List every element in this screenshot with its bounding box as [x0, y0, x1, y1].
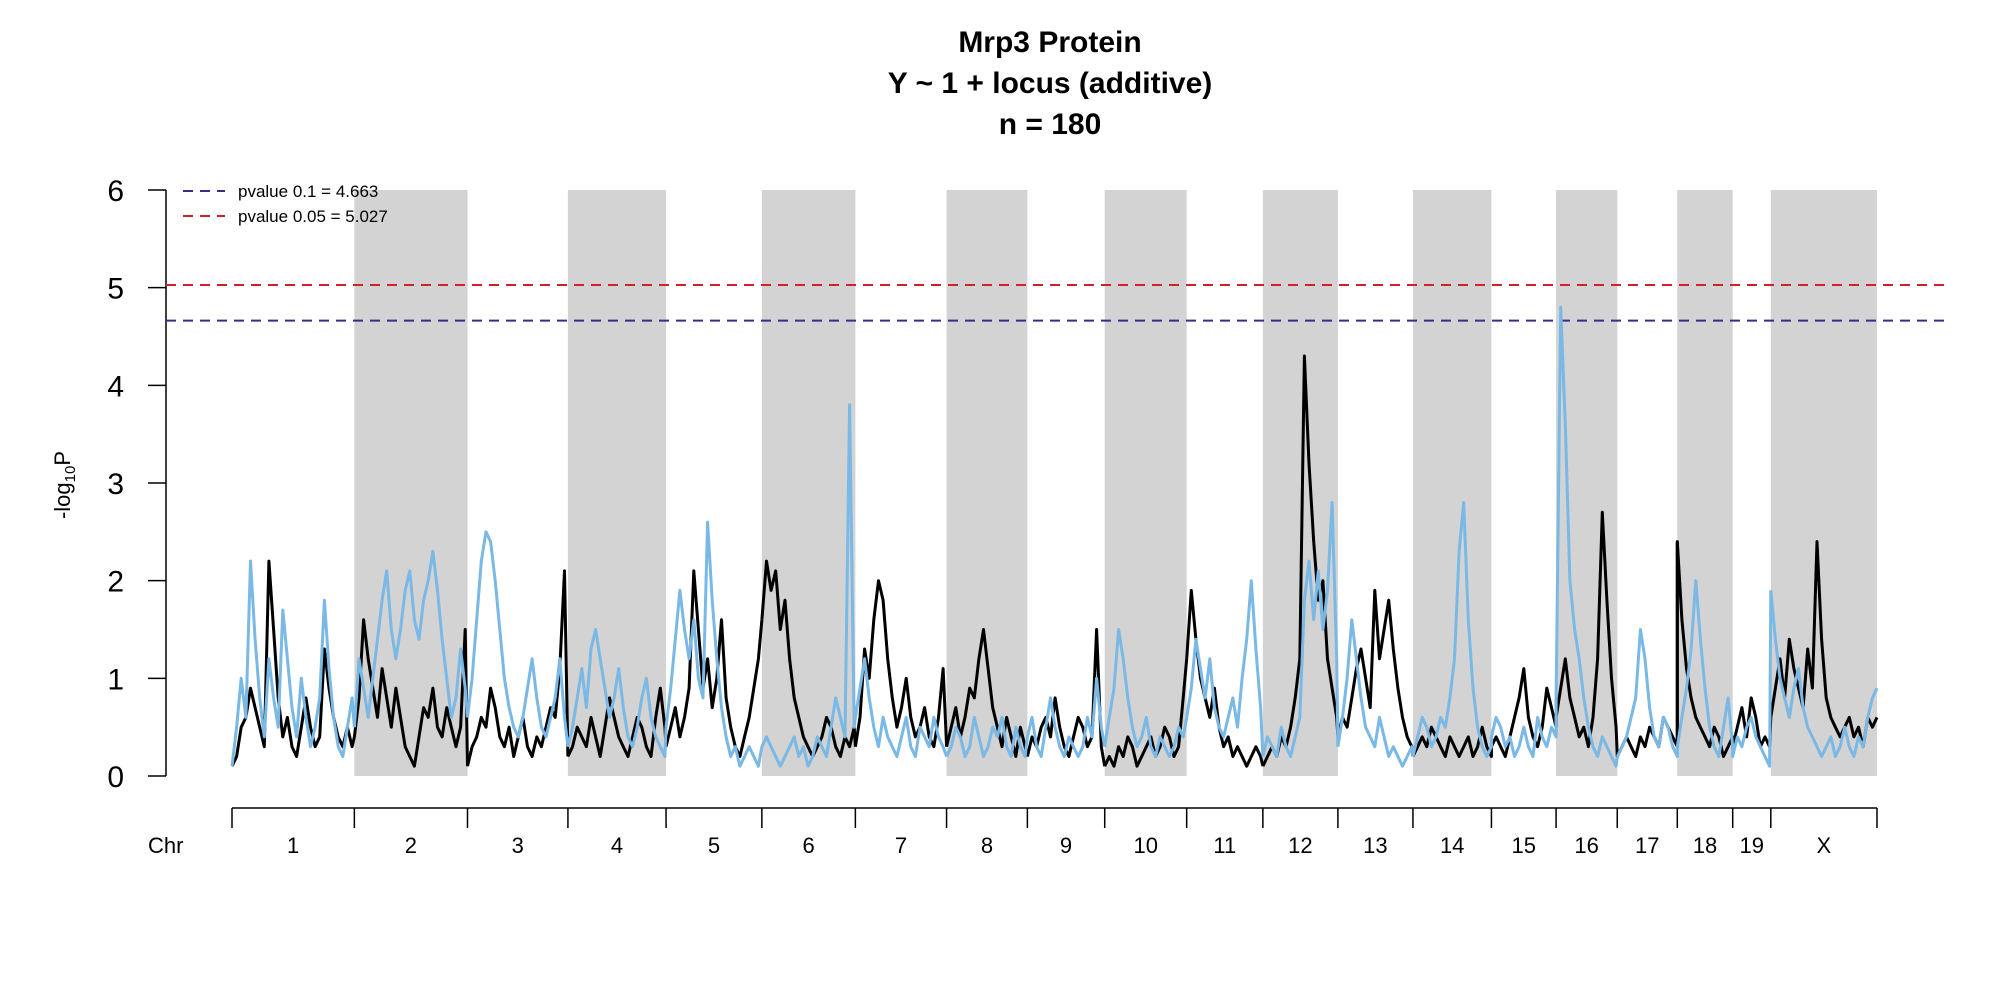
chromosome-band-8	[946, 190, 1028, 776]
series-1-chr-5	[664, 569, 764, 758]
chromosome-label-12: 12	[1288, 833, 1312, 858]
chromosome-label-7: 7	[895, 833, 907, 858]
y-tick-label: 4	[107, 370, 124, 403]
series-2-chr-X	[1769, 590, 1879, 758]
chromosome-label-11: 11	[1213, 833, 1236, 858]
y-tick-label: 6	[107, 175, 124, 208]
chromosome-label-19: 19	[1740, 833, 1764, 858]
legend-label-1: pvalue 0.1 = 4.663	[238, 182, 378, 201]
series-2-chr-8	[945, 715, 1029, 758]
series-1-chr-X	[1769, 540, 1879, 749]
series-1-chr-2	[352, 618, 469, 768]
y-axis: 0 1 2 3 4 5 6	[107, 175, 167, 794]
series-2-chr-17	[1615, 628, 1679, 758]
chromosome-label-4: 4	[611, 833, 623, 858]
series-1-chr-18	[1675, 540, 1735, 758]
chromosome-label-14: 14	[1440, 833, 1464, 858]
chromosome-label-3: 3	[512, 833, 524, 858]
series-2-chr-13	[1336, 618, 1415, 768]
series-1-chr-14	[1411, 725, 1493, 758]
chromosome-label-1: 1	[287, 833, 299, 858]
chromosome-label-16: 16	[1574, 833, 1598, 858]
series-1-chr-15	[1489, 667, 1558, 758]
y-tick-label: 5	[107, 273, 124, 306]
series-1-chr-13	[1336, 588, 1415, 757]
legend: pvalue 0.1 = 4.663 pvalue 0.05 = 5.027	[183, 182, 388, 226]
series-2-chr-3	[466, 530, 570, 747]
chromosome-label-2: 2	[405, 833, 417, 858]
chromosome-label-17: 17	[1635, 833, 1659, 858]
series-2-chr-7	[853, 657, 949, 758]
chromosome-band-16	[1556, 190, 1618, 776]
series-2-chr-14	[1411, 501, 1493, 758]
series-2-chr-19	[1731, 590, 1773, 768]
chart-title-line-3: n = 180	[999, 108, 1102, 141]
chromosome-axis: 1 2 3 4 5 6 7 8 9 10 11 12 13 14 15 16 17 18 19 X	[231, 807, 1878, 858]
series-2-chr-16	[1554, 305, 1619, 768]
series-1-chr-10	[1103, 658, 1189, 768]
y-tick-label: 1	[107, 663, 124, 696]
y-tick-label: 0	[107, 761, 124, 794]
lod-series	[230, 305, 1879, 768]
chromosome-label-5: 5	[708, 833, 720, 858]
chromosome-band-6	[761, 190, 856, 776]
series-2-chr-12	[1261, 501, 1340, 758]
y-axis-label: -log10P	[50, 451, 79, 519]
chromosome-label-13: 13	[1363, 833, 1387, 858]
series-2-chr-9	[1025, 676, 1107, 758]
y-tick-label: 2	[107, 566, 124, 599]
series-2-chr-10	[1103, 628, 1189, 758]
series-2-chr-1	[230, 559, 356, 767]
series-1-chr-4	[566, 686, 668, 758]
threshold-lines	[166, 284, 1945, 322]
chromosome-label-6: 6	[802, 833, 814, 858]
chromosome-label-8: 8	[981, 833, 993, 858]
legend-label-2: pvalue 0.05 = 5.027	[238, 207, 388, 226]
chromosome-label-X: X	[1817, 833, 1832, 858]
series-1-chr-16	[1554, 510, 1619, 757]
series-2-chr-4	[566, 628, 668, 758]
series-2-chr-5	[664, 520, 764, 768]
series-2-chr-18	[1675, 579, 1735, 758]
series-2-chr-6	[760, 403, 857, 768]
y-tick-label: 3	[107, 468, 124, 501]
chromosome-label-18: 18	[1693, 833, 1717, 858]
series-1-chr-7	[853, 579, 949, 749]
series-2-chr-11	[1185, 579, 1265, 757]
series-2-chr-2	[352, 549, 469, 728]
series-1-chr-6	[760, 559, 857, 758]
chromosome-label-15: 15	[1512, 833, 1536, 858]
chromosome-label-10: 10	[1133, 833, 1157, 858]
chromosome-band-10	[1104, 190, 1187, 776]
x-axis-label: Chr	[148, 833, 183, 858]
chromosome-label-9: 9	[1060, 833, 1072, 858]
series-2-chr-15	[1489, 697, 1558, 758]
series-1-chr-19	[1731, 696, 1773, 749]
chart-title-line-1: Mrp3 Protein	[958, 26, 1141, 59]
series-1-chr-11	[1185, 588, 1265, 768]
chart-title-line-2: Y ~ 1 + locus (additive)	[888, 67, 1213, 100]
